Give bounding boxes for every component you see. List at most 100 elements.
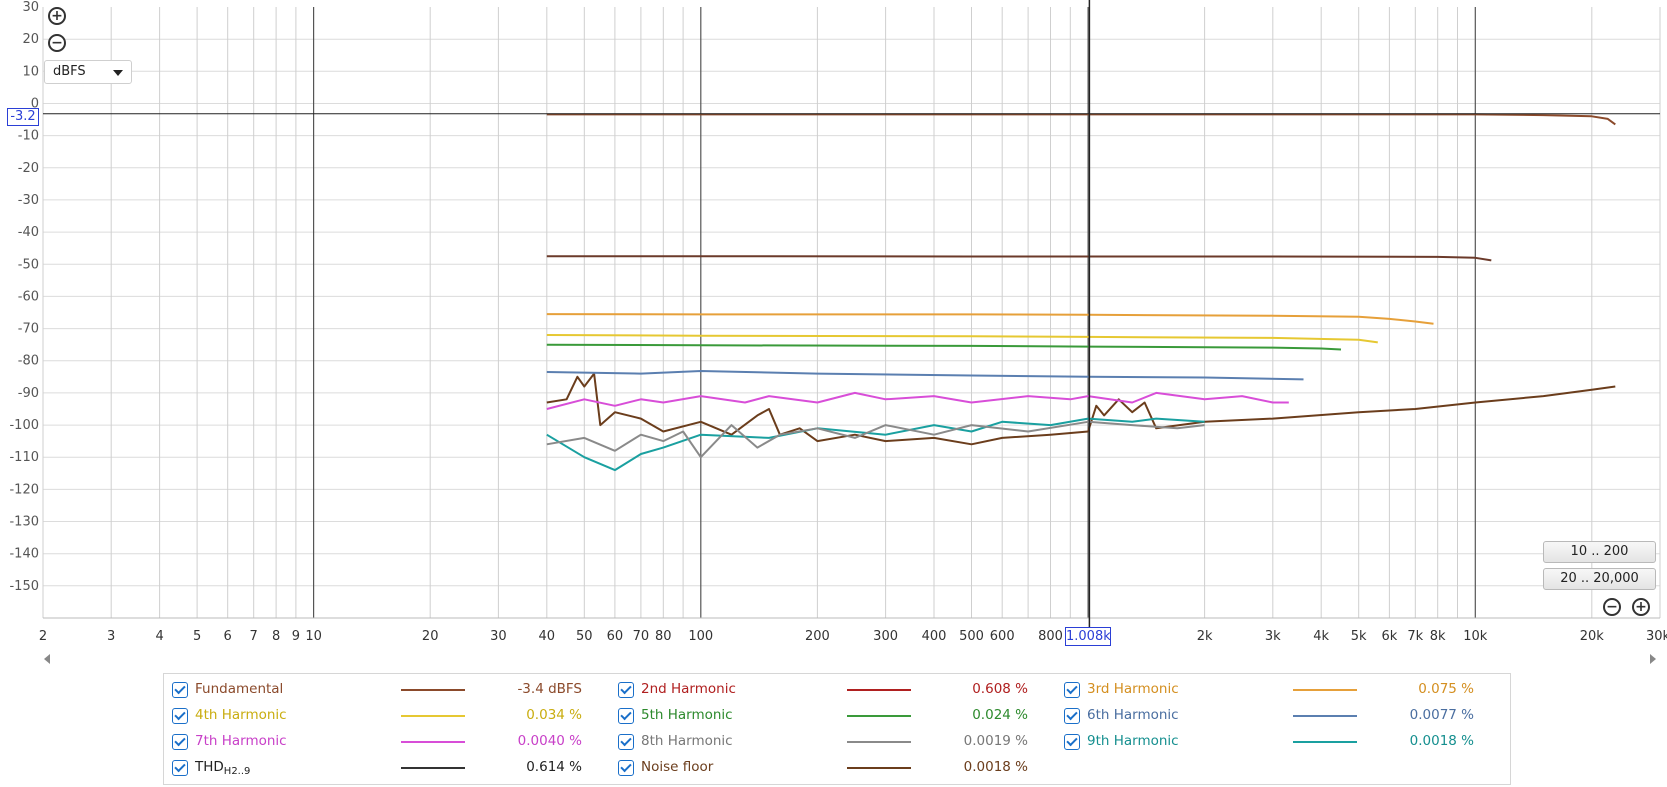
legend-item-8th-harmonic: 8th Harmonic 0.0019 % [618, 730, 1048, 754]
x-tick-label: 3 [107, 629, 115, 640]
legend-label-thd: THDH2..9 [195, 759, 250, 777]
legend-name: 4th Harmonic [195, 707, 287, 723]
x-tick-label: 200 [805, 629, 830, 640]
x-tick-label: 5 [193, 629, 201, 640]
y-tick-label: -150 [9, 579, 39, 594]
y-tick-label: 30 [22, 0, 39, 15]
legend-name: 5th Harmonic [641, 707, 733, 723]
series-line-7th-harmonic [546, 391, 1289, 410]
unit-select[interactable]: dBFS [44, 60, 132, 84]
x-tick-label: 10k [1463, 629, 1488, 640]
x-tick-label: 40 [539, 629, 556, 640]
x-tick-label: 100 [688, 629, 713, 640]
legend-label-7th-harmonic: 7th Harmonic [195, 733, 287, 749]
x-tick-label: 500 [959, 629, 984, 640]
x-zoom-in-icon[interactable]: + [1632, 598, 1650, 616]
x-tick-label: 10 [305, 629, 322, 640]
x-tick-label: 7 [250, 629, 258, 640]
legend-item-3rd-harmonic: 3rd Harmonic 0.075 % [1064, 678, 1494, 702]
x-tick-label: 400 [922, 629, 947, 640]
x-tick-label: 2k [1197, 629, 1213, 640]
frequency-response-chart[interactable]: 3020100-10-20-30-40-50-60-70-80-90-100-1… [0, 0, 1667, 640]
legend-panel: Fundamental -3.4 dBFS 2nd Harmonic 0.608 % 3… [163, 673, 1511, 785]
checkbox-2nd-harmonic[interactable] [618, 682, 634, 698]
x-tick-label: 9 [292, 629, 300, 640]
x-tick-label: 70 [633, 629, 650, 640]
legend-subscript: H2..9 [223, 766, 251, 777]
series-line-5th-harmonic [546, 343, 1342, 351]
checkbox-noise-floor[interactable] [618, 760, 634, 776]
y-tick-label: -130 [9, 515, 39, 530]
cursor-y-readout: -3.2 [7, 108, 39, 126]
x-tick-label: 800 [1038, 629, 1063, 640]
zoom-out-icon[interactable]: − [48, 34, 66, 52]
legend-name: 3rd Harmonic [1087, 681, 1179, 697]
series-line-fundamental [546, 113, 1616, 126]
range-button-20-20000[interactable]: 20 .. 20,000 [1543, 568, 1656, 590]
legend-swatch-6th-harmonic [1293, 715, 1357, 717]
range-button-10-200[interactable]: 10 .. 200 [1543, 541, 1656, 563]
legend-name: Fundamental [195, 681, 284, 697]
x-zoom-out-icon[interactable]: − [1603, 598, 1621, 616]
x-tick-label: 5k [1351, 629, 1367, 640]
scroll-left-icon[interactable] [44, 654, 50, 664]
checkbox-7th-harmonic[interactable] [172, 734, 188, 750]
x-tick-label: 4 [155, 629, 163, 640]
legend-label-2nd-harmonic: 2nd Harmonic [641, 681, 736, 697]
x-tick-label: 80 [655, 629, 672, 640]
legend-swatch-thd [401, 767, 465, 769]
legend-item-6th-harmonic: 6th Harmonic 0.0077 % [1064, 704, 1494, 728]
x-tick-label: 2 [39, 629, 47, 640]
legend-label-4th-harmonic: 4th Harmonic [195, 707, 287, 723]
legend-value-3rd-harmonic: 0.075 % [1418, 681, 1474, 697]
legend-label-noise-floor: Noise floor [641, 759, 713, 775]
legend-label-5th-harmonic: 5th Harmonic [641, 707, 733, 723]
legend-item-noise-floor: Noise floor 0.0018 % [618, 756, 1048, 780]
y-axis-ticks: 30 20 10 0 -10 -20 -30 -40 -50 -60 -70 -80 -90 -100 -1… [9, 0, 39, 594]
y-tick-label: -50 [18, 257, 39, 272]
legend-swatch-noise-floor [847, 767, 911, 769]
checkbox-5th-harmonic[interactable] [618, 708, 634, 724]
legend-item-9th-harmonic: 9th Harmonic 0.0018 % [1064, 730, 1494, 754]
legend-value-6th-harmonic: 0.0077 % [1409, 707, 1474, 723]
legend-value-noise-floor: 0.0018 % [963, 759, 1028, 775]
checkbox-9th-harmonic[interactable] [1064, 734, 1080, 750]
y-tick-label: -140 [9, 547, 39, 562]
legend-label-8th-harmonic: 8th Harmonic [641, 733, 733, 749]
x-tick-label: 20 [422, 629, 439, 640]
x-tick-label: 50 [576, 629, 593, 640]
legend-label-3rd-harmonic: 3rd Harmonic [1087, 681, 1179, 697]
legend-swatch-4th-harmonic [401, 715, 465, 717]
legend-item-4th-harmonic: 4th Harmonic 0.034 % [172, 704, 602, 728]
checkbox-4th-harmonic[interactable] [172, 708, 188, 724]
checkbox-6th-harmonic[interactable] [1064, 708, 1080, 724]
series-lines [546, 113, 1616, 472]
y-tick-label: -90 [18, 386, 39, 401]
checkbox-8th-harmonic[interactable] [618, 734, 634, 750]
x-tick-label: 6 [224, 629, 232, 640]
series-line-2nd-harmonic [546, 255, 1492, 262]
legend-value-8th-harmonic: 0.0019 % [963, 733, 1028, 749]
cursor-x-readout: 1.008k [1065, 627, 1111, 646]
x-tick-label: 600 [990, 629, 1015, 640]
x-tick-label: 60 [607, 629, 624, 640]
checkbox-fundamental[interactable] [172, 682, 188, 698]
x-tick-label: 20k [1580, 629, 1605, 640]
legend-item-fundamental: Fundamental -3.4 dBFS [172, 678, 602, 702]
legend-item-7th-harmonic: 7th Harmonic 0.0040 % [172, 730, 602, 754]
legend-value-fundamental: -3.4 dBFS [517, 681, 582, 697]
y-tick-label: -110 [9, 450, 39, 465]
legend-value-2nd-harmonic: 0.608 % [972, 681, 1028, 697]
legend-label-6th-harmonic: 6th Harmonic [1087, 707, 1179, 723]
x-axis-ticks: 2 3 4 5 6 7 8 9 10 20 30 40 50 60 70 80 100 200 300 400 500 6… [39, 629, 1667, 640]
series-line-4th-harmonic [546, 334, 1378, 344]
checkbox-3rd-harmonic[interactable] [1064, 682, 1080, 698]
series-line-8th-harmonic [546, 420, 1205, 459]
zoom-in-icon[interactable]: + [48, 7, 66, 25]
series-line-6th-harmonic [546, 370, 1304, 381]
checkbox-thd[interactable] [172, 760, 188, 776]
scroll-right-icon[interactable] [1650, 654, 1656, 664]
y-tick-label: 10 [22, 64, 39, 79]
legend-swatch-8th-harmonic [847, 741, 911, 743]
legend-name: 8th Harmonic [641, 733, 733, 749]
